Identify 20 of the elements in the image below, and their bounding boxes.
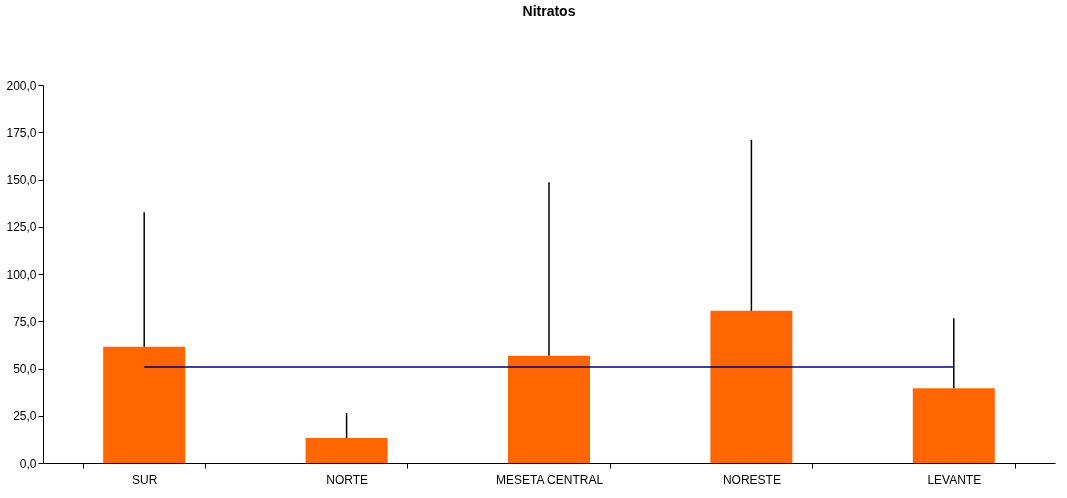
y-tick-label: 50,0 [13, 362, 37, 376]
x-tick-label: LEVANTE [927, 472, 982, 487]
x-tick-label: NORESTE [722, 472, 781, 487]
bar [305, 438, 388, 463]
y-tick-label: 25,0 [13, 409, 37, 424]
bar [710, 310, 793, 463]
bar [508, 355, 590, 463]
y-tick-label: 125,0 [6, 220, 37, 235]
y-tick-label: 100,0 [6, 267, 37, 282]
y-tick-label: 0,0 [19, 456, 37, 471]
y-tick-label: 200,0 [6, 78, 37, 93]
chart-title: Nitratos [522, 3, 576, 19]
bar [103, 346, 186, 463]
x-tick-label: MESETA CENTRAL [495, 472, 604, 487]
y-tick-label: 150,0 [6, 173, 37, 187]
y-tick-label: 175,0 [6, 125, 37, 140]
bar [912, 388, 995, 463]
x-tick-label: NORTE [326, 472, 368, 487]
x-tick-label: SUR [132, 472, 158, 487]
y-tick-label: 75,0 [13, 314, 37, 329]
